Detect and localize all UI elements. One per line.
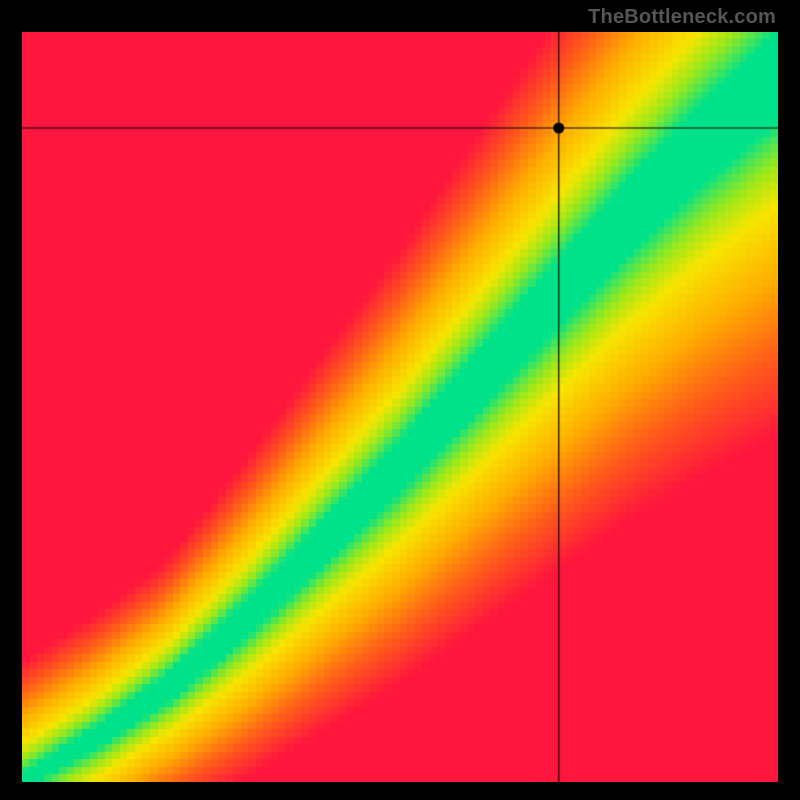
crosshair-overlay (22, 32, 778, 782)
watermark-text: TheBottleneck.com (588, 6, 776, 29)
